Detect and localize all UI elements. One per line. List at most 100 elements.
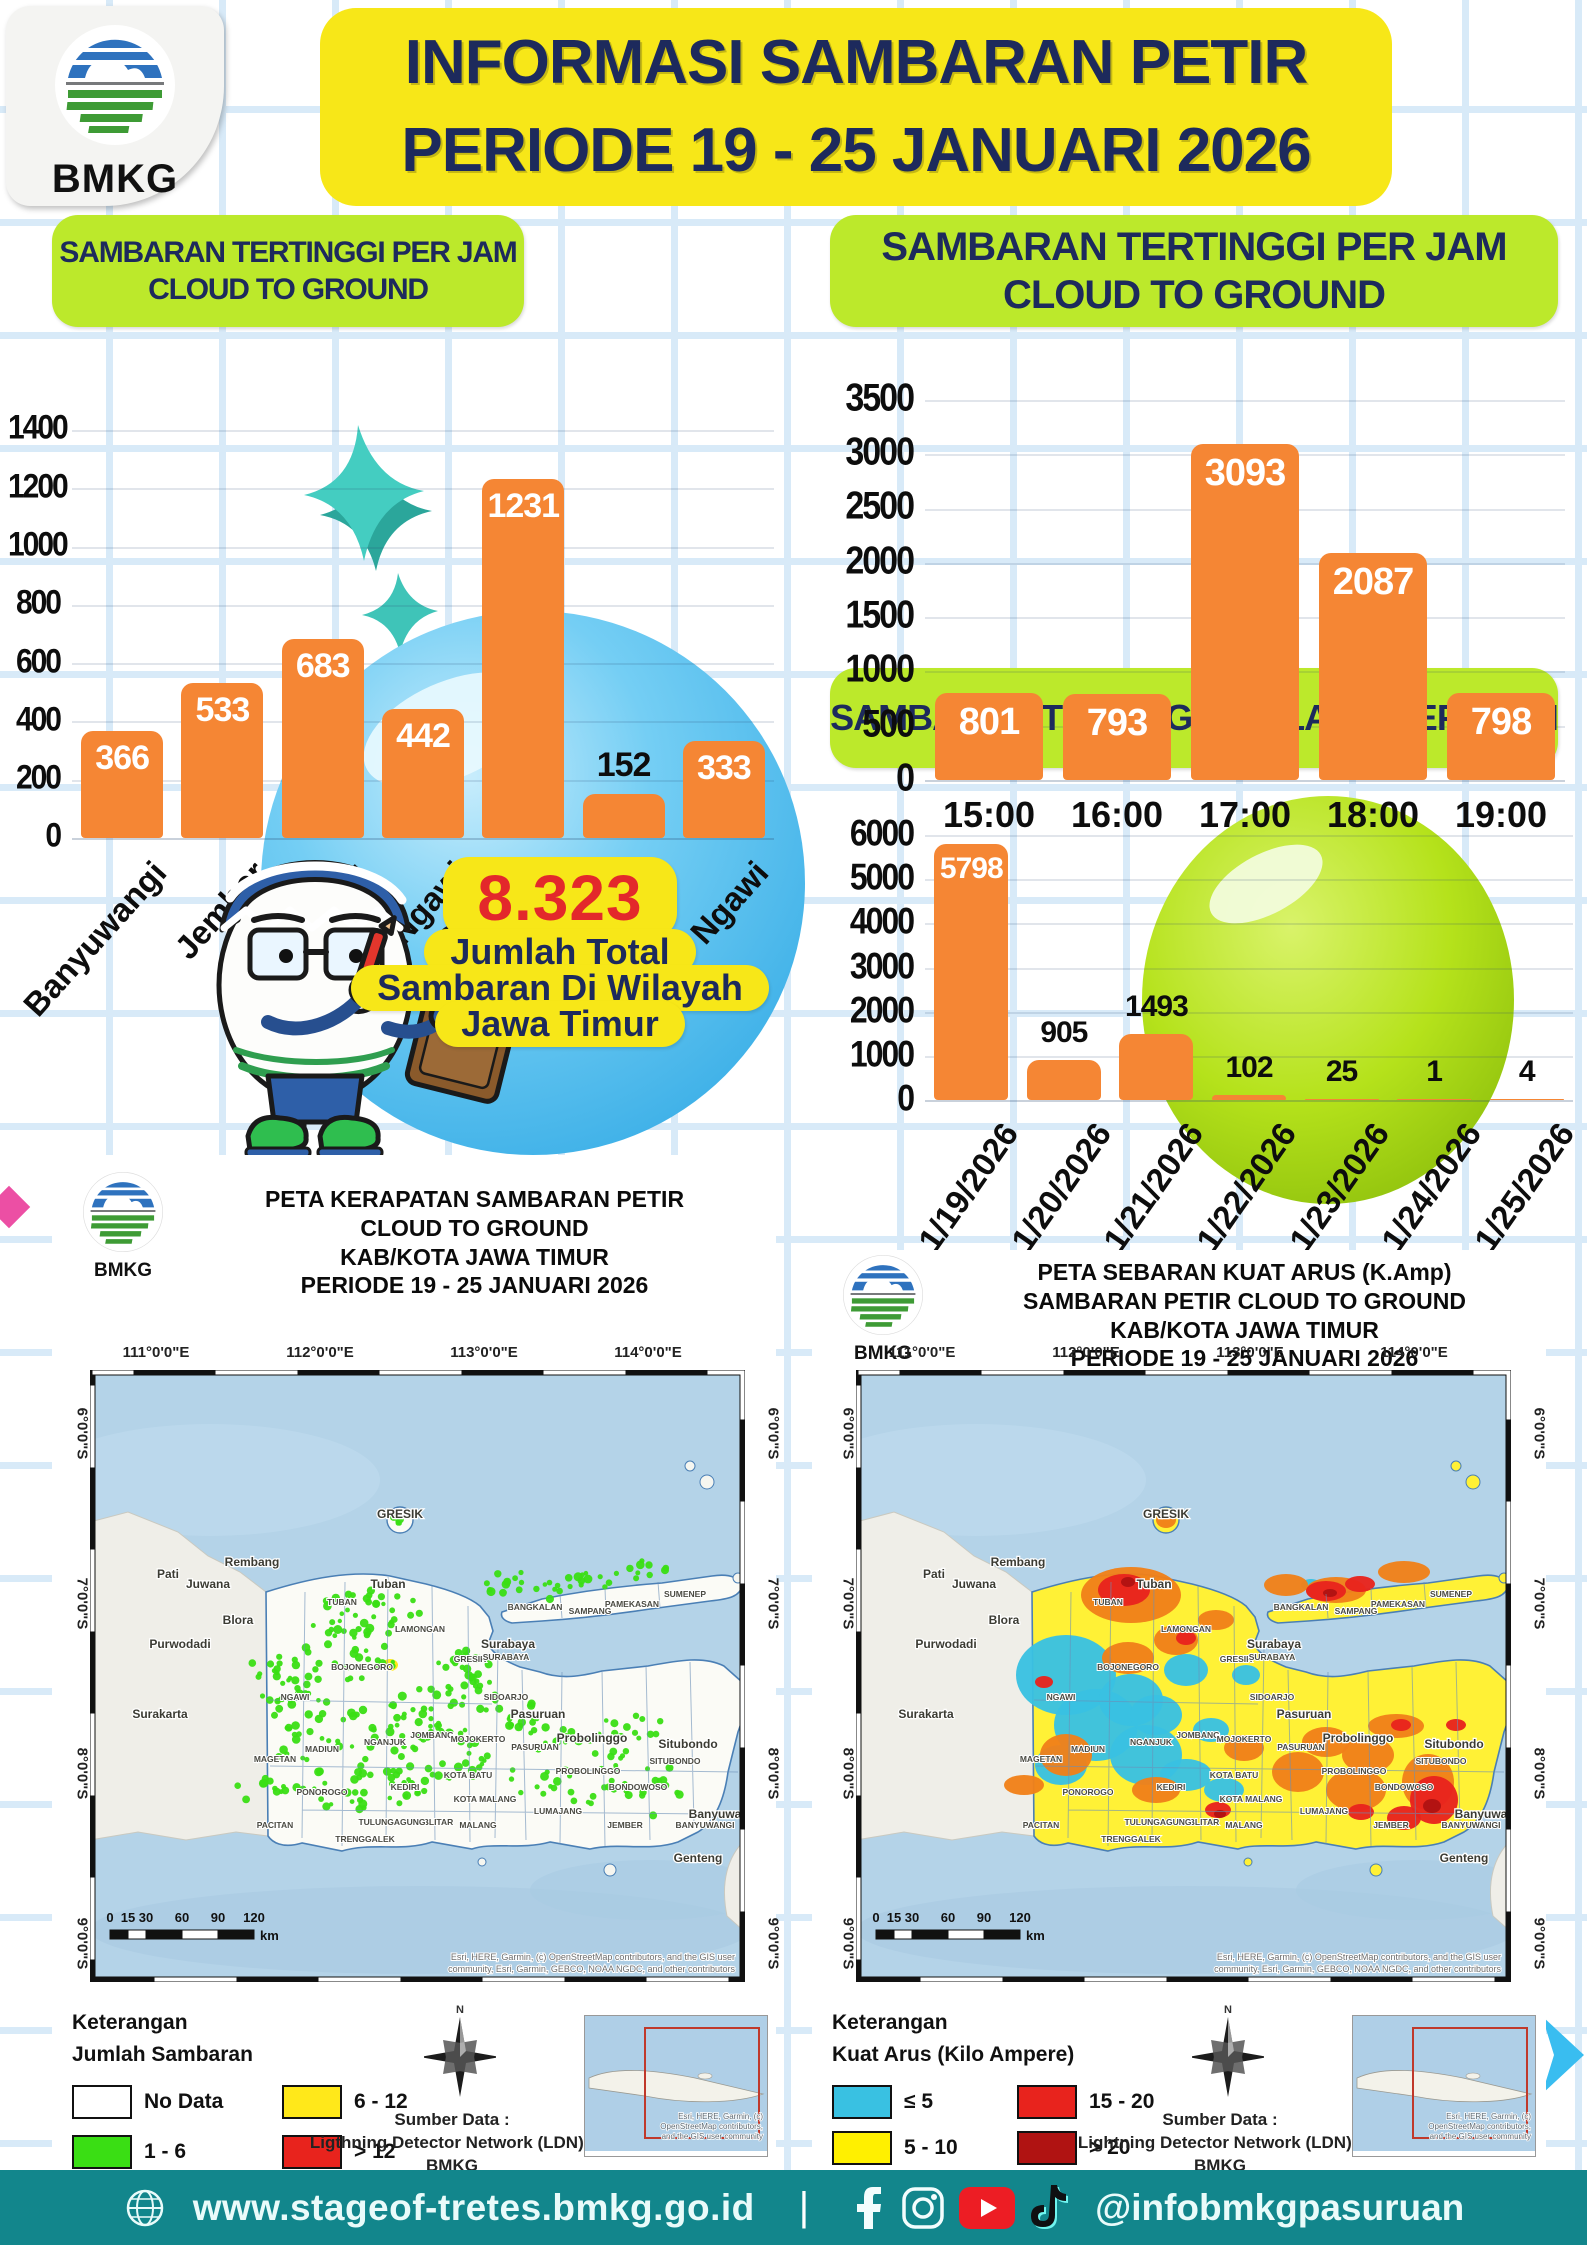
legend-label: 15 - 20: [1089, 2090, 1155, 2113]
svg-text:and the GIS user community: and the GIS user community: [662, 2132, 763, 2141]
gridline: [925, 923, 1573, 926]
bar: [934, 843, 1009, 1100]
category-label: 15:00: [942, 794, 1036, 835]
youtube-icon[interactable]: [959, 2186, 1016, 2229]
legend-item: > 20: [1017, 2131, 1130, 2165]
inset-overview-map: Esri, HERE, Garmin, (c)OpenStreetMap con…: [585, 2016, 767, 2151]
footer-bar: www.stageof-tretes.bmkg.go.id | @infobmk…: [0, 2170, 1587, 2245]
right-chart-title-line1: SAMBARAN TERTINGGI PER JAM: [881, 225, 1507, 269]
legend-swatch: [1017, 2131, 1077, 2165]
legend-swatch: [832, 2085, 892, 2119]
footer-social-handle[interactable]: @infobmkgpasuruan: [1095, 2186, 1465, 2228]
svg-text:SAMPANG: SAMPANG: [1335, 1606, 1378, 1616]
bar: [281, 638, 364, 838]
svg-text:SAMPANG: SAMPANG: [569, 1606, 612, 1616]
svg-text:PACITAN: PACITAN: [257, 1820, 294, 1830]
bar-value-label: 102: [1225, 1051, 1273, 1085]
density-map: TUBANLAMONGANBOJONEGOROGRESIKSURABAYANGA…: [40, 1369, 770, 1983]
lat-label-right: 9°0'0"S: [764, 1917, 782, 1970]
svg-text:N: N: [1224, 2004, 1232, 2016]
lat-label-left: 6°0'0"S: [73, 1407, 91, 1460]
inset-overview-map: Esri, HERE, Garmin, (c)OpenStreetMap con…: [1353, 2016, 1535, 2151]
bar-value-label: 801: [958, 701, 1020, 744]
lon-label: 111°0'0"E: [888, 1344, 956, 1361]
bar-value-label: 533: [195, 690, 251, 729]
svg-text:TUBAN: TUBAN: [327, 1597, 357, 1607]
blue-arrow-decor: [1542, 2016, 1584, 2094]
y-tick-label: 800: [15, 583, 62, 622]
bar-value-label: 3093: [1204, 452, 1287, 495]
gridline: [925, 1055, 1573, 1058]
legend-swatch: [72, 2135, 132, 2169]
svg-text:TULUNGAGUNG: TULUNGAGUNG: [1124, 1817, 1191, 1827]
bmkg-logo-icon: [842, 1254, 924, 1336]
bar-value-label: 152: [596, 745, 652, 784]
svg-text:0: 0: [106, 1910, 113, 1925]
lat-label-left: 7°0'0"S: [73, 1577, 91, 1630]
svg-text:Esri, HERE, Garmin, (c): Esri, HERE, Garmin, (c): [1446, 2112, 1531, 2121]
svg-text:SIDOARJO: SIDOARJO: [1250, 1692, 1295, 1702]
lon-label: 114°0'0"E: [1380, 1344, 1448, 1361]
lat-label-left: 6°0'0"S: [839, 1407, 857, 1460]
chart-hourly-by-region: 0 200 400 600 800 1000 1200 1400 366 Banyuwangi 53…: [8, 409, 780, 1023]
lat-label-right: 7°0'0"S: [1530, 1577, 1548, 1630]
gridline: [925, 1011, 1573, 1014]
y-tick-label: 1000: [845, 647, 915, 692]
bar: [1304, 1098, 1379, 1100]
x-axis-line: [925, 1100, 1573, 1102]
total-strikes-badge: 8.323 Jumlah Total Sambaran Di Wilayah J…: [330, 857, 790, 1047]
svg-text:Probolinggo: Probolinggo: [557, 1731, 628, 1745]
map-title-line2: CLOUD TO GROUND: [360, 1214, 589, 1241]
gridline: [925, 879, 1573, 882]
footer-website-link[interactable]: www.stageof-tretes.bmkg.go.id: [192, 2186, 755, 2228]
lat-label-left: 9°0'0"S: [73, 1917, 91, 1970]
svg-text:Blora: Blora: [989, 1613, 1020, 1627]
compass-icon: N: [1188, 2004, 1268, 2097]
legend-item: 15 - 20: [1017, 2085, 1154, 2119]
svg-text:BANGKALAN: BANGKALAN: [508, 1602, 563, 1612]
y-tick-label: 3000: [845, 430, 915, 474]
svg-text:PAMEKASAN: PAMEKASAN: [1371, 1599, 1425, 1609]
bar: [1489, 1099, 1564, 1100]
category-label: 19:00: [1454, 794, 1548, 835]
svg-text:Banyuwangi: Banyuwangi: [1455, 1807, 1511, 1821]
svg-text:km: km: [1026, 1928, 1045, 1943]
tiktok-icon[interactable]: [1029, 2184, 1069, 2231]
footer-separator: |: [798, 2185, 810, 2229]
bmkg-logo-card: BMKG: [6, 6, 224, 206]
lat-label-right: 6°0'0"S: [764, 1407, 782, 1460]
bar: [1397, 1099, 1472, 1100]
facebook-icon[interactable]: [853, 2186, 887, 2230]
svg-text:Tuban: Tuban: [1136, 1577, 1171, 1591]
bar-value-label: 793: [1086, 701, 1148, 744]
svg-text:Esri, HERE, Garmin, (c) OpenSt: Esri, HERE, Garmin, (c) OpenStreetMap co…: [1217, 1952, 1501, 1962]
gridline: [925, 400, 1565, 402]
instagram-icon[interactable]: [901, 2186, 945, 2230]
legend-swatch: [832, 2131, 892, 2165]
svg-text:BLITAR: BLITAR: [423, 1817, 454, 1827]
svg-text:30: 30: [905, 1910, 919, 1925]
inset-map: Esri, HERE, Garmin, (c) OpenStreetMap con…: [584, 2015, 768, 2157]
map-title-line3: KAB/KOTA JAWA TIMUR: [1110, 1316, 1379, 1343]
bmkg-logo-icon: [82, 1171, 164, 1253]
lat-label-left: 8°0'0"S: [73, 1747, 91, 1800]
svg-text:MAGETAN: MAGETAN: [1020, 1754, 1062, 1764]
legend-item: > 12: [282, 2135, 395, 2169]
svg-text:Esri, HERE, Garmin, (c) OpenSt: Esri, HERE, Garmin, (c) OpenStreetMap co…: [451, 1952, 735, 1962]
svg-text:KOTA BATU: KOTA BATU: [444, 1770, 492, 1780]
map-canvas: TUBAN LAMONGAN BOJONEGORO GRESIK SURABAYA NGA…: [40, 1369, 770, 1983]
svg-text:GRESIK: GRESIK: [377, 1507, 423, 1521]
y-tick-label: 4000: [849, 900, 915, 943]
map-title-line4: PERIODE 19 - 25 JANUARI 2026: [1070, 1345, 1419, 1372]
svg-text:Probolinggo: Probolinggo: [1323, 1731, 1394, 1745]
svg-text:Pasuruan: Pasuruan: [1277, 1707, 1332, 1721]
legend-heading: Keterangan Jumlah Sambaran: [72, 2007, 253, 2070]
svg-text:Rembang: Rembang: [225, 1555, 280, 1569]
y-tick-label: 600: [15, 641, 62, 680]
svg-text:Esri, HERE, Garmin, (c): Esri, HERE, Garmin, (c): [678, 2112, 763, 2121]
bar-value-label: 2087: [1332, 561, 1415, 604]
svg-text:Pati: Pati: [923, 1567, 945, 1581]
bmkg-logo-icon: [55, 25, 175, 145]
bar: [1063, 693, 1171, 780]
svg-text:0: 0: [872, 1910, 879, 1925]
